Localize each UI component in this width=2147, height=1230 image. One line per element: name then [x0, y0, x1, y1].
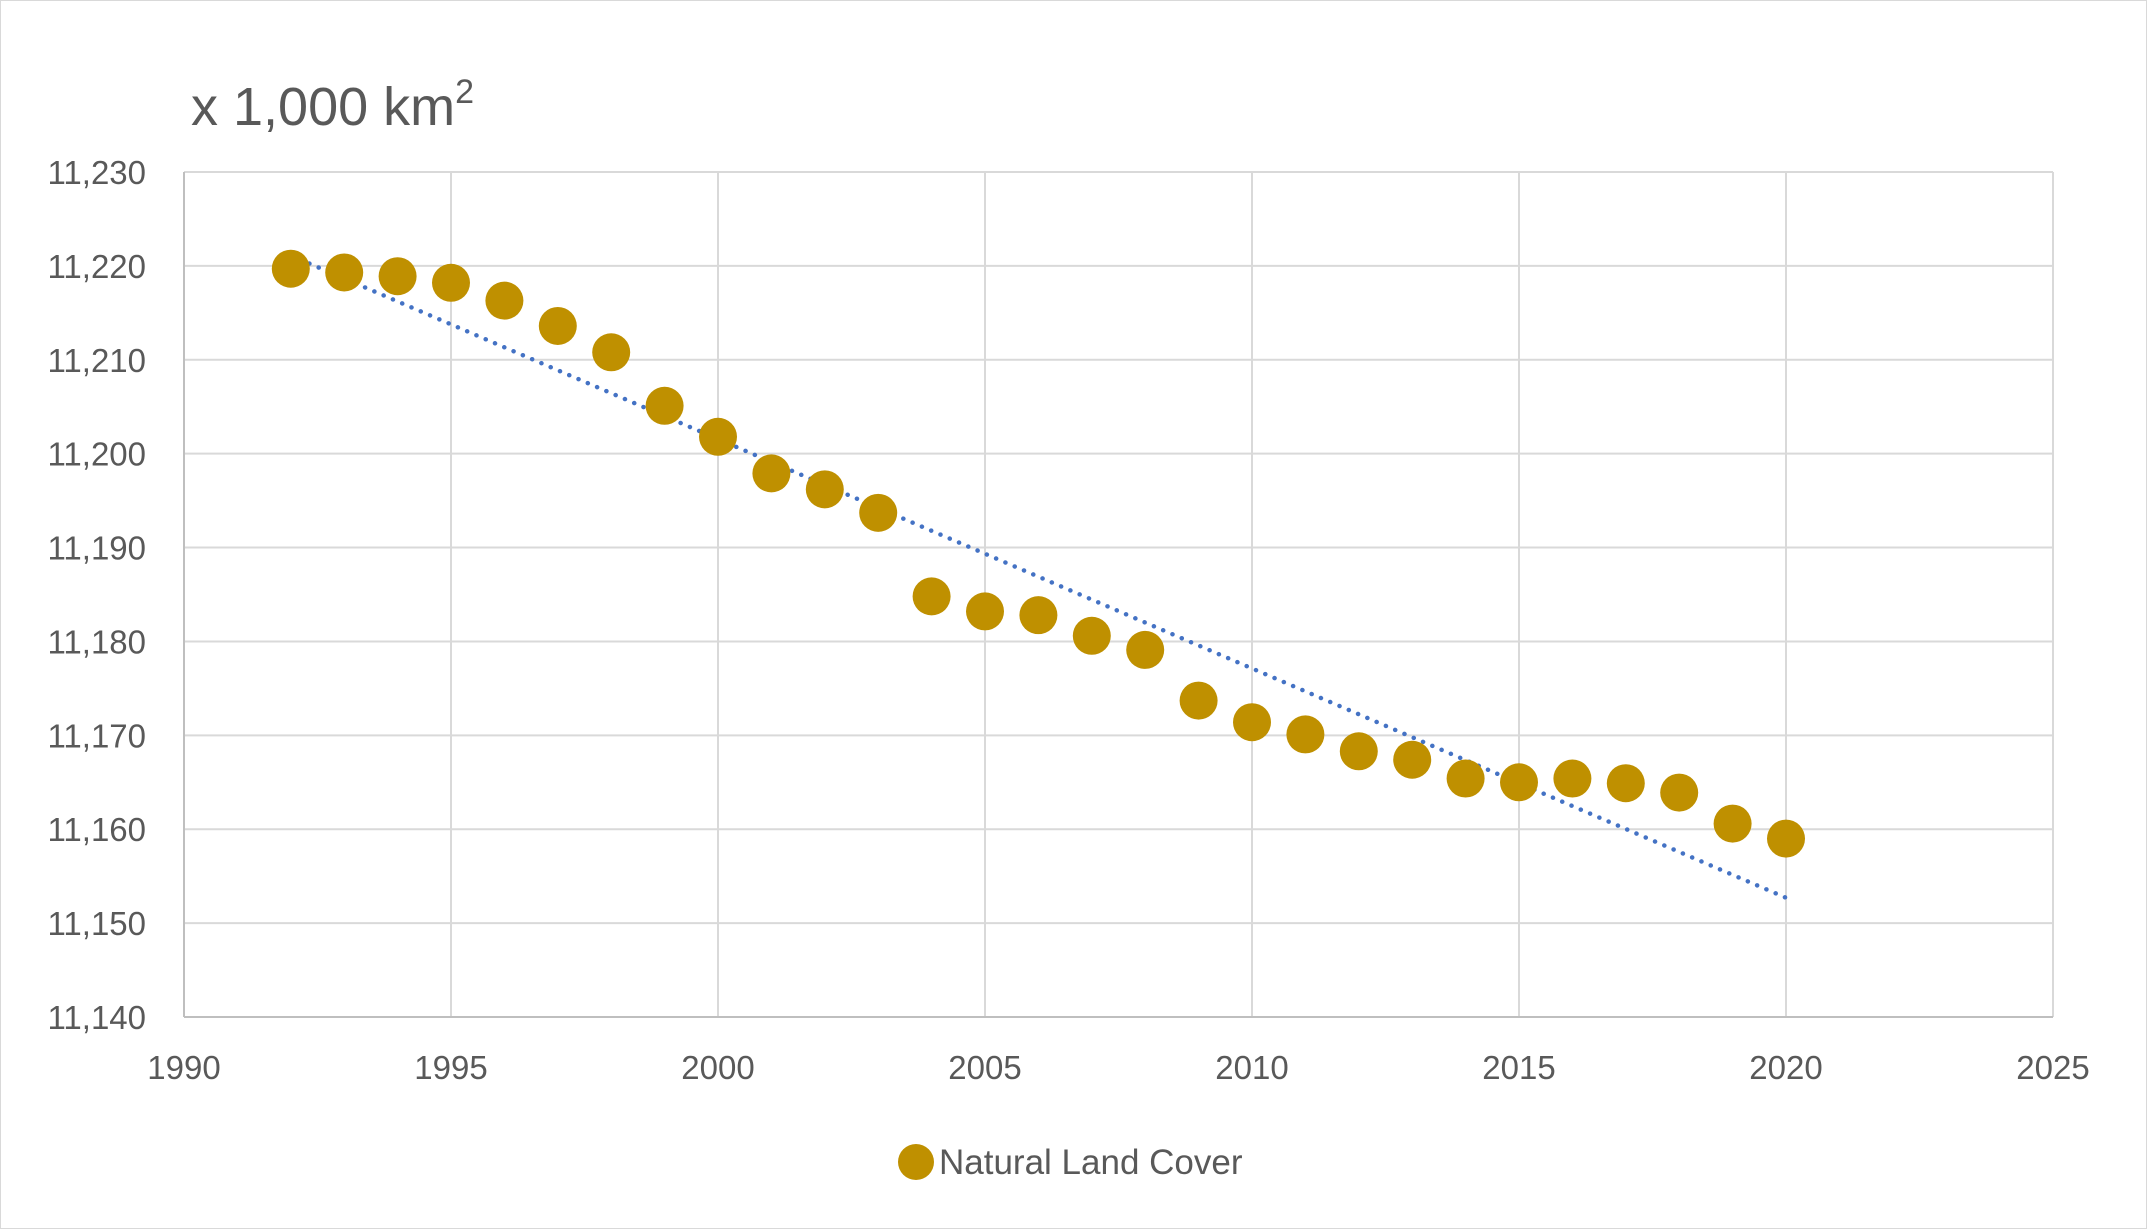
x-tick-label: 2000: [681, 1049, 754, 1086]
legend-marker: [898, 1144, 934, 1180]
data-point: [699, 417, 737, 456]
y-tick-label: 11,140: [48, 999, 146, 1036]
linear-trendline: [288, 253, 1789, 901]
data-point: [1179, 681, 1218, 720]
data-point: [1606, 764, 1645, 803]
data-point: [538, 306, 577, 345]
y-tick-label: 11,180: [48, 623, 146, 660]
data-point: [378, 257, 417, 296]
x-tick-label: 2025: [2016, 1049, 2089, 1086]
data-point: [325, 253, 364, 292]
y-tick-label: 11,200: [48, 436, 146, 473]
y-tick-label: 11,170: [48, 717, 146, 754]
data-point: [645, 386, 684, 425]
data-point: [1446, 759, 1485, 798]
data-point: [1286, 715, 1325, 754]
trendline-layer: [288, 253, 1789, 901]
data-point: [1553, 759, 1592, 798]
x-tick-label: 2005: [948, 1049, 1021, 1086]
data-point: [592, 333, 631, 372]
data-point: [1500, 763, 1538, 802]
x-tick-label: 1995: [414, 1049, 487, 1086]
data-points: [271, 249, 1805, 858]
data-point: [912, 577, 951, 616]
data-point: [966, 592, 1004, 631]
tick-labels: 11,140 11,150 11,160 11,170 11,180 11,190 11,2…: [48, 154, 2090, 1086]
data-point: [1233, 703, 1271, 742]
data-point: [1019, 596, 1058, 635]
data-point: [271, 249, 310, 288]
x-tick-label: 2020: [1749, 1049, 1822, 1086]
legend: Natural Land Cover: [898, 1143, 1243, 1182]
data-point: [1767, 819, 1805, 858]
unit-label: x 1,000 km2: [191, 73, 474, 137]
data-point: [859, 493, 898, 532]
x-tick-label: 2010: [1215, 1049, 1288, 1086]
data-point: [1126, 630, 1165, 669]
data-point: [1393, 740, 1432, 779]
legend-label: Natural Land Cover: [939, 1143, 1243, 1182]
data-point: [1339, 732, 1378, 771]
x-tick-label: 2015: [1482, 1049, 1555, 1086]
data-point: [1713, 804, 1752, 843]
data-point: [1072, 616, 1111, 655]
gridlines: [184, 171, 2054, 1017]
y-tick-label: 11,220: [48, 248, 146, 285]
unit-superscript: 2: [455, 73, 474, 111]
y-tick-label: 11,190: [48, 530, 146, 567]
data-point: [485, 281, 524, 320]
data-point: [1660, 773, 1699, 812]
x-tick-label: 1990: [147, 1049, 220, 1086]
data-point: [805, 470, 844, 509]
y-tick-label: 11,160: [48, 811, 146, 848]
data-point: [432, 263, 470, 302]
y-tick-label: 11,150: [48, 905, 146, 942]
axes: [183, 172, 2053, 1018]
y-tick-label: 11,210: [48, 342, 146, 379]
data-point: [752, 454, 791, 493]
y-tick-label: 11,230: [48, 154, 146, 191]
